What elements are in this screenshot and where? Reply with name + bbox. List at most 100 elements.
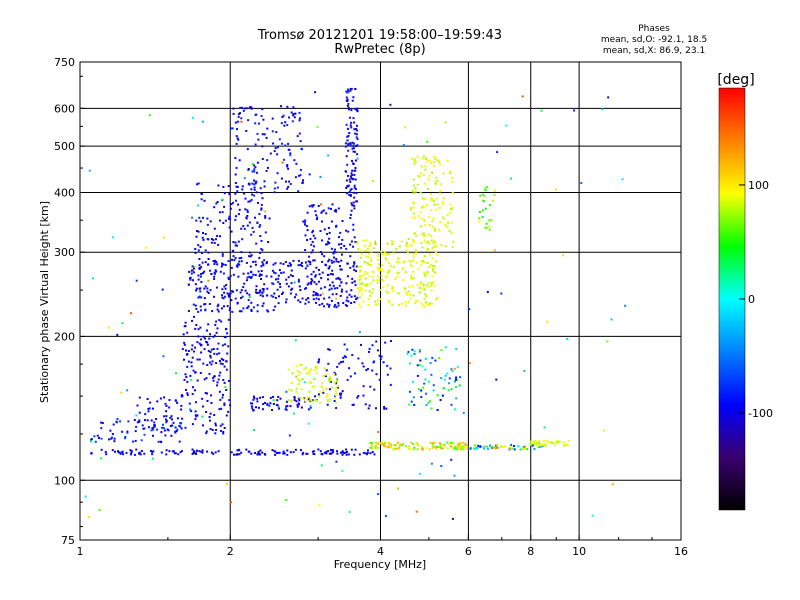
data-point — [136, 404, 139, 407]
data-point — [201, 120, 204, 123]
data-point — [509, 445, 511, 448]
data-point — [453, 367, 456, 370]
data-point — [420, 389, 423, 392]
data-point — [261, 145, 264, 148]
data-point — [331, 449, 334, 451]
data-point — [278, 451, 281, 454]
data-point — [425, 203, 428, 206]
data-point — [307, 282, 310, 285]
data-point — [230, 266, 233, 269]
data-point — [353, 128, 356, 131]
data-point — [347, 106, 350, 109]
data-point — [202, 335, 205, 338]
data-point — [193, 271, 195, 274]
data-point — [352, 265, 355, 268]
data-point — [426, 261, 429, 264]
data-point — [405, 291, 408, 294]
data-point — [435, 180, 438, 183]
phase-stats-o: mean, sd,O: -92.1, 18.5 — [601, 35, 707, 45]
data-point — [307, 297, 310, 300]
data-point — [296, 370, 299, 373]
data-point — [291, 275, 294, 278]
data-point — [450, 208, 453, 211]
data-point — [183, 358, 185, 361]
data-point — [411, 189, 414, 192]
data-point — [235, 199, 237, 202]
data-point — [170, 415, 173, 418]
data-point — [370, 442, 373, 444]
data-point — [382, 286, 385, 289]
data-point — [423, 220, 426, 222]
data-point — [179, 451, 182, 454]
data-point — [350, 295, 353, 298]
data-point — [317, 360, 320, 363]
data-point — [389, 367, 392, 370]
data-point — [451, 441, 454, 444]
data-point — [353, 262, 356, 265]
data-point — [346, 139, 349, 142]
data-point — [404, 304, 407, 307]
data-point — [170, 434, 173, 437]
data-point — [260, 265, 263, 268]
data-point — [228, 309, 231, 312]
data-point — [240, 451, 243, 454]
data-point — [135, 425, 138, 428]
data-point — [262, 403, 265, 405]
data-point — [461, 445, 464, 448]
data-point — [348, 178, 351, 181]
data-point — [365, 369, 368, 372]
data-point — [213, 242, 216, 244]
data-point — [152, 407, 154, 410]
data-point — [122, 453, 124, 456]
data-point — [300, 147, 303, 150]
data-point — [422, 283, 425, 286]
data-point — [237, 115, 240, 118]
data-point — [112, 423, 115, 426]
data-point — [200, 273, 203, 275]
data-point — [203, 287, 206, 290]
data-point — [212, 376, 215, 379]
data-point — [433, 156, 436, 158]
data-point — [474, 448, 477, 451]
data-point — [297, 397, 300, 400]
data-point — [442, 216, 444, 219]
y-tick-label: 75 — [61, 534, 75, 547]
data-point — [494, 446, 497, 448]
data-point — [544, 444, 547, 447]
data-point — [311, 231, 314, 234]
data-point — [451, 192, 454, 195]
data-point — [287, 264, 290, 267]
data-point — [402, 279, 405, 282]
data-point — [298, 371, 301, 374]
data-point — [163, 415, 166, 418]
data-point — [311, 399, 314, 402]
data-point — [213, 206, 216, 209]
data-point — [435, 176, 438, 179]
data-point — [304, 400, 307, 403]
data-point — [346, 304, 349, 307]
data-point — [348, 191, 351, 193]
data-point — [191, 356, 194, 359]
data-point — [191, 393, 194, 395]
data-point — [413, 448, 416, 451]
data-point — [484, 189, 487, 192]
data-point — [418, 350, 421, 353]
data-point — [359, 256, 362, 259]
data-point — [265, 275, 268, 278]
data-point — [152, 428, 155, 431]
data-point — [285, 298, 288, 301]
data-point — [240, 251, 243, 254]
data-point — [271, 282, 274, 285]
data-point — [543, 440, 546, 443]
data-point — [214, 424, 217, 427]
data-point — [300, 388, 303, 391]
data-point — [301, 297, 304, 300]
data-point — [493, 194, 496, 196]
data-point — [104, 451, 107, 453]
data-point — [254, 452, 256, 454]
data-point — [327, 348, 330, 351]
data-point — [427, 304, 430, 306]
data-point — [344, 451, 347, 454]
data-point — [114, 450, 116, 453]
data-point — [227, 185, 230, 187]
